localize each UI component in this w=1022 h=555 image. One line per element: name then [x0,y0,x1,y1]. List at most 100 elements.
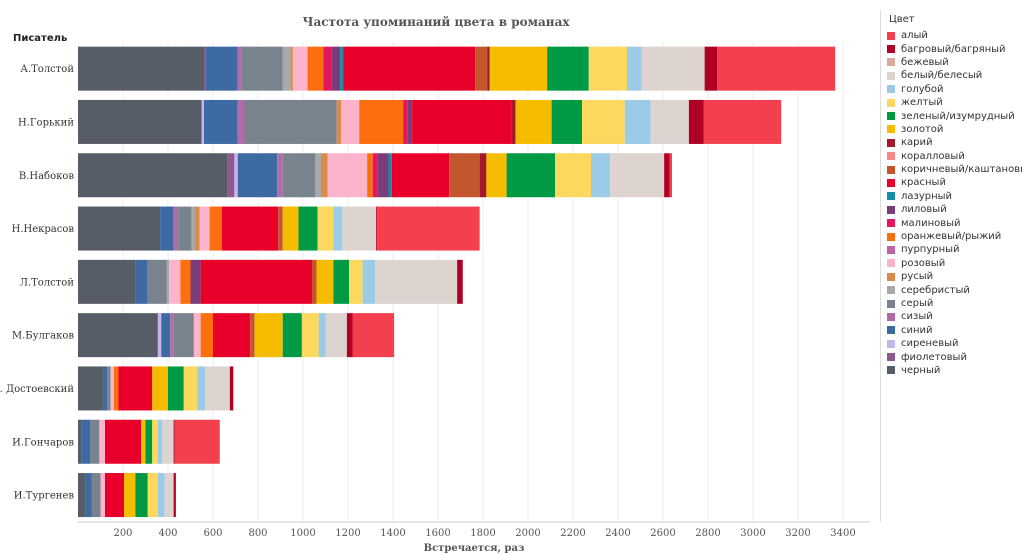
bar-segment-багровый-багряный[interactable] [173,419,175,464]
bar-segment-красный[interactable] [213,313,251,358]
bar-segment-золотой[interactable] [254,313,283,358]
bar-segment-карий[interactable] [479,153,487,198]
bar-segment-лиловый[interactable] [407,99,413,144]
bar-segment-зеленый-изумрудный[interactable] [282,313,302,358]
bar-segment-русый[interactable] [336,99,342,144]
legend-item[interactable]: коралловый [887,150,1022,163]
legend-item[interactable]: оранжевый/рыжий [887,230,1022,243]
bar-segment-розовый[interactable] [169,259,181,304]
bar-segment-розовый[interactable] [292,46,308,91]
legend-item[interactable]: желтый [887,96,1022,109]
bar-segment-багровый-багряный[interactable] [688,99,704,144]
bar-segment-розовый[interactable] [199,206,210,251]
legend-item[interactable]: сизый [887,310,1022,323]
bar-segment-серебристый[interactable] [191,206,196,251]
legend-item[interactable]: сиреневый [887,337,1022,350]
bar-segment-русый[interactable] [195,206,200,251]
bar-segment-серый[interactable] [178,206,192,251]
bar-segment-лиловый[interactable] [377,153,389,198]
bar-segment-серый[interactable] [91,473,101,518]
bar-segment-черный[interactable] [78,366,104,411]
legend-item[interactable]: русый [887,270,1022,283]
legend-item[interactable]: белый/белесый [887,69,1022,82]
bar-segment-серый[interactable] [241,46,283,91]
legend-item[interactable]: зеленый/изумрудный [887,109,1022,122]
bar-segment-алый[interactable] [377,206,480,251]
legend-item[interactable]: черный [887,364,1022,377]
bar-segment-серебристый[interactable] [282,46,291,91]
bar-segment-черный[interactable] [78,46,204,91]
bar-segment-желтый[interactable] [317,206,334,251]
bar-segment-алый[interactable] [352,313,395,358]
bar-segment-алый[interactable] [717,46,836,91]
bar-segment-багровый-багряный[interactable] [229,366,234,411]
legend-item[interactable]: фиолетовый [887,350,1022,363]
bar-segment-алый[interactable] [669,153,672,198]
legend-item[interactable]: серый [887,297,1022,310]
bar-segment-золотой[interactable] [141,419,146,464]
bar-segment-голубой[interactable] [197,366,206,411]
bar-segment-русый[interactable] [321,153,328,198]
bar-segment-белый-белесый[interactable] [610,153,665,198]
legend-item[interactable]: карий [887,136,1022,149]
bar-segment-оранжевый-рыжий[interactable] [114,366,119,411]
bar-segment-алый[interactable] [174,419,220,464]
bar-segment-оранжевый-рыжий[interactable] [209,206,223,251]
bar-segment-лиловый[interactable] [331,46,341,91]
bar-segment-желтый[interactable] [183,366,198,411]
bar-segment-золотой[interactable] [316,259,334,304]
bar-segment-серый[interactable] [173,313,194,358]
bar-segment-желтый[interactable] [582,99,625,144]
bar-segment-розовый[interactable] [100,473,106,518]
bar-segment-коричневый-каштановый[interactable] [449,153,480,198]
bar-segment-малиновый[interactable] [372,153,378,198]
bar-segment-сиреневый[interactable] [157,313,162,358]
bar-segment-красный[interactable] [391,153,450,198]
bar-segment-голубой[interactable] [333,206,343,251]
bar-segment-желтый[interactable] [152,419,158,464]
bar-segment-золотой[interactable] [152,366,168,411]
bar-segment-голубой[interactable] [362,259,376,304]
bar-segment-коричневый-каштановый[interactable] [312,259,317,304]
bar-segment-черный[interactable] [78,313,158,358]
bar-segment-багровый-багряный[interactable] [173,473,176,518]
bar-segment-золотой[interactable] [282,206,299,251]
bar-segment-малиновый[interactable] [323,46,332,91]
legend-item[interactable]: лазурный [887,190,1022,203]
bar-segment-серый[interactable] [107,366,111,411]
bar-segment-розовый[interactable] [193,313,201,358]
bar-segment-коричневый-каштановый[interactable] [250,313,255,358]
bar-segment-оранжевый-рыжий[interactable] [367,153,373,198]
bar-segment-сиреневый[interactable] [234,153,238,198]
legend-item[interactable]: розовый [887,257,1022,270]
bar-segment-черный[interactable] [78,419,82,464]
bar-segment-красный[interactable] [412,99,512,144]
legend-item[interactable]: багровый/багряный [887,42,1022,55]
bar-segment-зеленый-изумрудный[interactable] [506,153,555,198]
bar-segment-голубой[interactable] [157,473,165,518]
bar-segment-оранжевый-рыжий[interactable] [180,259,191,304]
bar-segment-черный[interactable] [78,473,86,518]
bar-segment-оранжевый-рыжий[interactable] [307,46,324,91]
legend-item[interactable]: синий [887,324,1022,337]
bar-segment-зеленый-изумрудный[interactable] [145,419,153,464]
bar-segment-синий[interactable] [135,259,148,304]
bar-segment-белый-белесый[interactable] [162,419,174,464]
bar-segment-серебристый[interactable] [315,153,322,198]
legend-item[interactable]: пурпурный [887,243,1022,256]
bar-segment-розовый[interactable] [341,99,360,144]
bar-segment-зеленый-изумрудный[interactable] [298,206,318,251]
legend-item[interactable]: красный [887,176,1022,189]
bar-segment-серый[interactable] [282,153,316,198]
bar-segment-белый-белесый[interactable] [342,206,377,251]
bar-segment-багровый-багряный[interactable] [346,313,353,358]
bar-segment-красный[interactable] [118,366,153,411]
bar-segment-красный[interactable] [343,46,476,91]
bar-segment-лиловый[interactable] [190,259,201,304]
bar-segment-лазурный[interactable] [388,153,392,198]
legend-item[interactable]: голубой [887,83,1022,96]
legend-item[interactable]: коричневый/каштановый [887,163,1022,176]
bar-segment-синий[interactable] [81,419,91,464]
bar-segment-багровый-багряный[interactable] [457,259,463,304]
bar-segment-серый[interactable] [147,259,167,304]
